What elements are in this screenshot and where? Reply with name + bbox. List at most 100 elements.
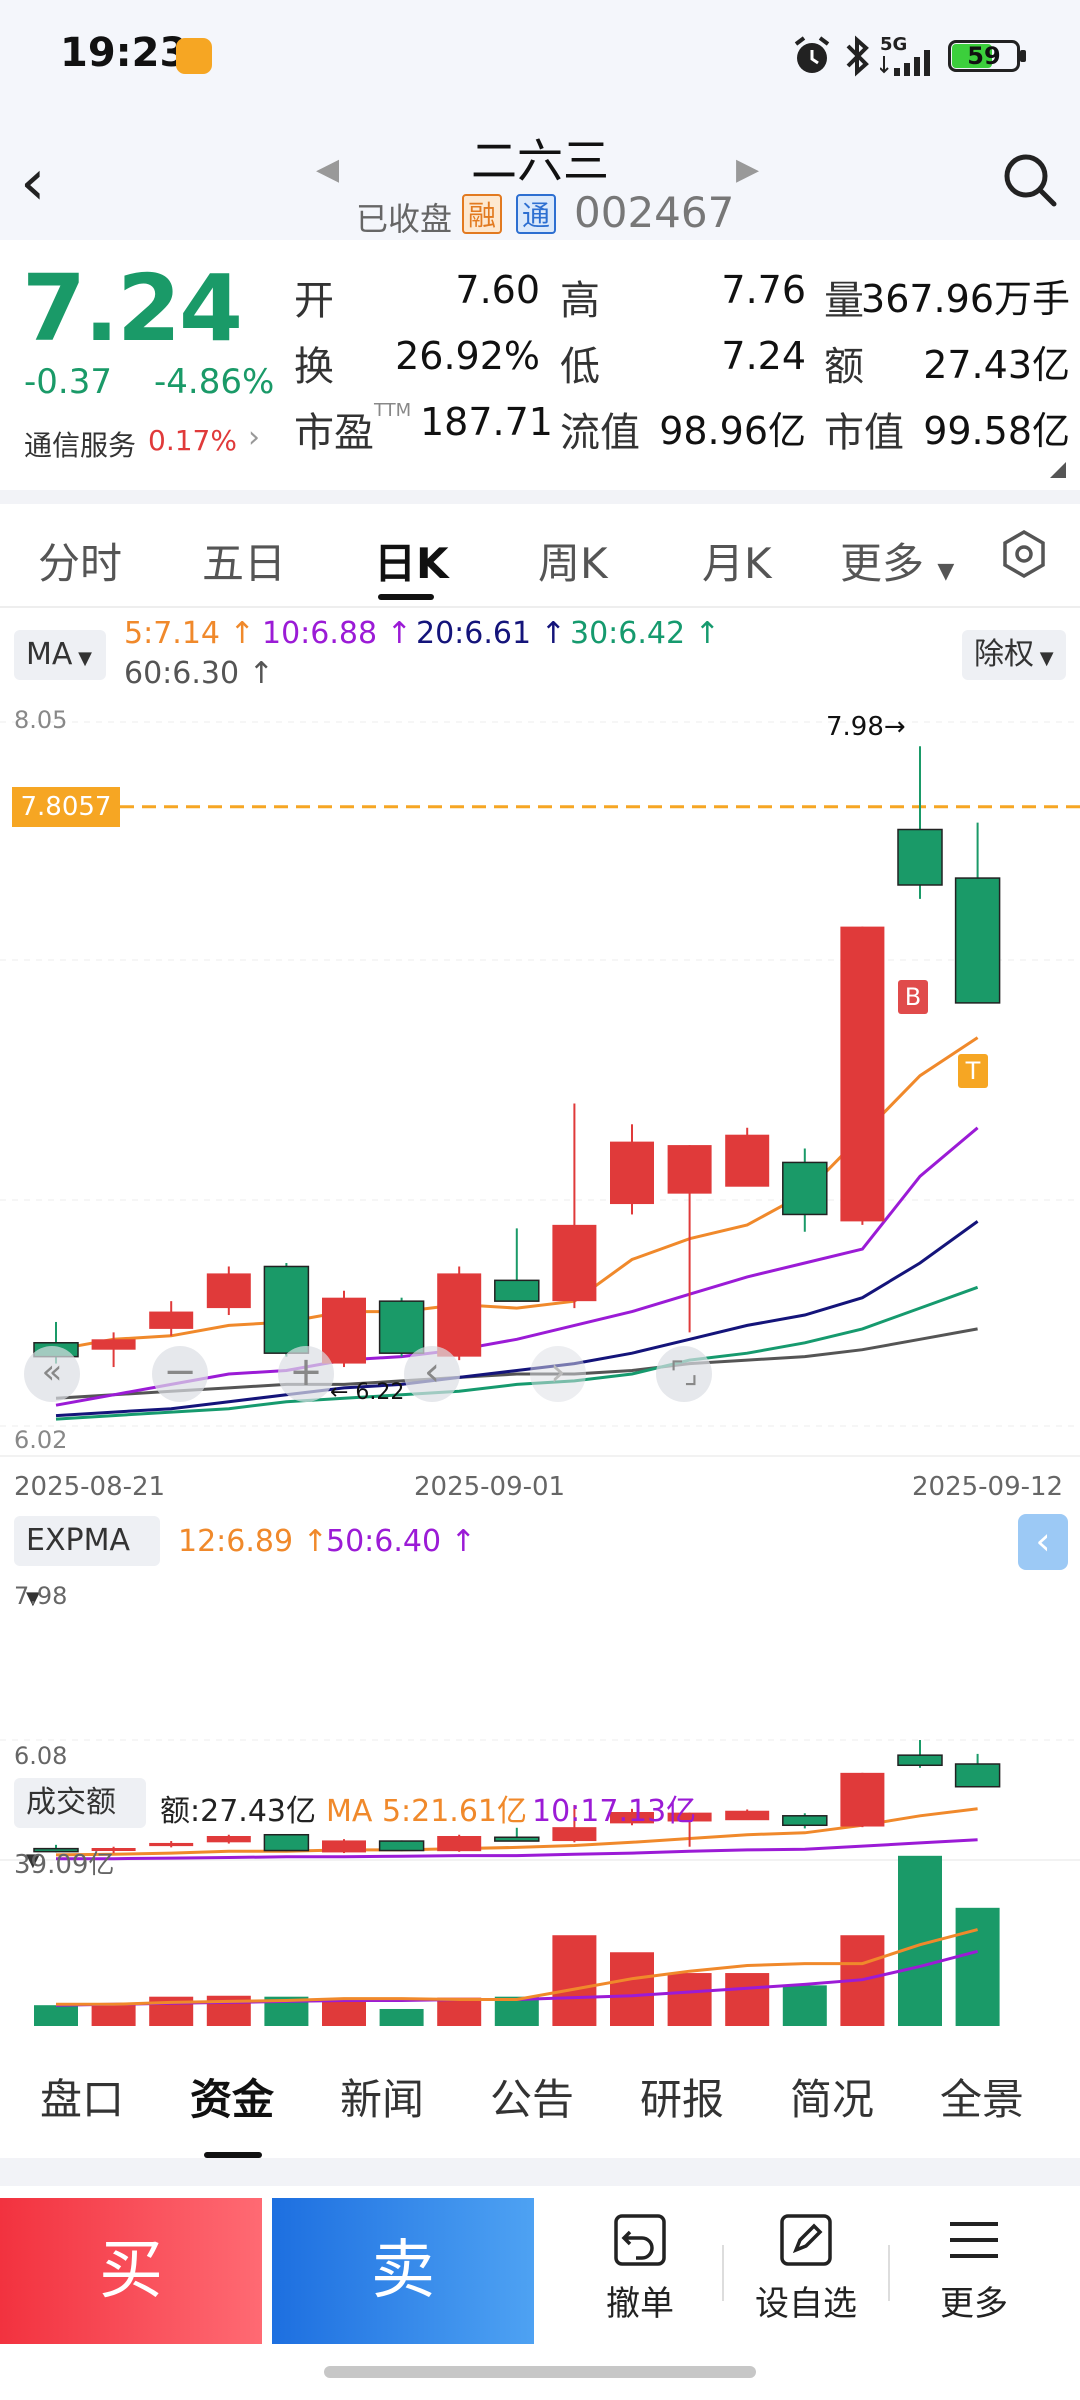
kline-y-min: 6.02 (14, 1426, 68, 1454)
collapse-panel-icon[interactable]: ‹ (1018, 1514, 1068, 1570)
zoom-out-icon[interactable]: − (152, 1346, 208, 1402)
tab-five-day[interactable]: 五日 (202, 539, 287, 588)
expma-candle-body (840, 1772, 885, 1827)
hexagon-settings-icon[interactable] (998, 528, 1050, 580)
edit-icon (780, 2214, 832, 2266)
sell-button[interactable]: 卖 (272, 2198, 534, 2344)
pe-ttm-label: TTM (374, 400, 412, 421)
expma50-line (56, 1838, 978, 1861)
divider (888, 2245, 890, 2301)
status-time: 19:23 (60, 30, 188, 76)
expma-candle-body (206, 1836, 251, 1843)
tab-profile[interactable]: 简况 (790, 2075, 875, 2124)
next-stock-icon[interactable]: ▶ (736, 152, 760, 187)
expma-candle-body (33, 1847, 79, 1853)
fullscreen-icon[interactable]: ⌜⌟ (656, 1346, 712, 1402)
tab-orderbook[interactable]: 盘口 (40, 2075, 125, 2124)
tab-active-indicator (378, 594, 434, 600)
buy-button[interactable]: 买 (0, 2198, 262, 2344)
amount-label: 额 (824, 344, 864, 390)
bluetooth-icon (846, 35, 869, 77)
volume-bar (725, 1973, 770, 2026)
sector-name[interactable]: 通信服务 (24, 429, 137, 462)
divider (0, 606, 1080, 608)
volume-bar (667, 1973, 712, 2026)
volume-bar (91, 2004, 136, 2026)
scroll-left-icon[interactable]: « (24, 1346, 80, 1402)
expma-selector[interactable]: EXPMA ▼ (14, 1516, 160, 1609)
last-price: 7.24 (22, 255, 243, 362)
buy-signal-mark[interactable]: B (898, 980, 928, 1014)
ma-selector[interactable]: MA ▼ (14, 630, 106, 680)
volume-bar (610, 1952, 654, 2026)
candle-body (552, 1224, 597, 1302)
tab-more[interactable]: 更多 ▼ (840, 539, 955, 588)
step-back-icon[interactable]: ‹ (404, 1346, 460, 1402)
tab-intraday[interactable]: 分时 (38, 539, 123, 588)
mkt-cap-value: 99.58亿 (923, 409, 1070, 453)
expand-corner-icon[interactable] (1050, 462, 1066, 478)
notification-app-icon (176, 38, 212, 74)
expma-candle-body (322, 1840, 366, 1853)
volume-bar (955, 1907, 1000, 2026)
caret-down-icon: ▼ (937, 559, 955, 584)
volume-ma10: 10:17.13亿 (532, 1794, 697, 1829)
chevron-right-icon[interactable]: › (248, 420, 260, 455)
expma-candle-body (494, 1836, 540, 1842)
high-value: 7.76 (721, 268, 806, 312)
candle-body (263, 1265, 310, 1354)
tab-daily-k[interactable]: 日K (374, 539, 449, 588)
expma-candle-body (954, 1763, 1001, 1788)
add-watchlist-button[interactable]: 设自选 (736, 2212, 876, 2325)
volume-ma5-line (56, 1928, 978, 2006)
more-actions-button[interactable]: 更多 (904, 2212, 1044, 2325)
ma10-line (55, 1126, 979, 1407)
expma-candle-body (782, 1815, 828, 1827)
volume-label: 量 (824, 278, 864, 324)
turnover-label: 换 (294, 344, 334, 390)
back-icon[interactable]: ‹ (20, 146, 46, 220)
ma10-value: 10:6.88 ↑ (262, 616, 412, 651)
volume-selector[interactable]: 成交额 ▼ (14, 1778, 146, 1871)
candle-body (378, 1300, 425, 1354)
volume-bar (494, 1996, 539, 2026)
volume-bar (437, 1997, 482, 2026)
cancel-order-label: 撤单 (606, 2284, 674, 2324)
kline-chart[interactable] (0, 700, 1080, 2040)
divider (0, 2158, 1080, 2186)
battery-percent: 59 (967, 42, 1001, 70)
cancel-order-button[interactable]: 撤单 (570, 2212, 710, 2325)
candle-body (897, 828, 943, 886)
bottom-tab-bar (0, 2040, 1080, 2160)
ma5-value: 5:7.14 ↑ (124, 616, 255, 651)
tab-weekly-k[interactable]: 周K (538, 539, 608, 588)
tab-research[interactable]: 研报 (640, 2075, 725, 2124)
pe-value: 187.71 (420, 400, 553, 444)
expma-candle-body (263, 1833, 310, 1852)
sector-change[interactable]: 0.17% (148, 424, 237, 457)
tab-funds[interactable]: 资金 (190, 2075, 275, 2124)
prev-stock-icon[interactable]: ◀ (316, 152, 340, 187)
stock-code: 002467 (574, 188, 735, 237)
undo-icon (614, 2214, 666, 2266)
add-watchlist-label: 设自选 (755, 2284, 857, 2324)
menu-icon (950, 2222, 998, 2258)
price-change: -0.37 (24, 362, 112, 402)
volume-bar (552, 1935, 597, 2026)
search-icon[interactable] (1000, 150, 1058, 208)
tab-announcements[interactable]: 公告 (490, 2075, 575, 2124)
volume-ma5: MA 5:21.61亿 (326, 1794, 528, 1829)
battery-tip (1020, 50, 1026, 62)
step-forward-icon[interactable]: › (530, 1346, 586, 1402)
t-signal-mark[interactable]: T (958, 1054, 988, 1088)
low-price-marker: ← 6.22 (330, 1380, 405, 1405)
tab-news[interactable]: 新闻 (340, 2075, 425, 2124)
expma-candle-body (610, 1812, 654, 1824)
candle-body (206, 1273, 251, 1309)
rights-adjust-selector[interactable]: 除权 ▼ (962, 630, 1066, 680)
tab-overview[interactable]: 全景 (940, 2075, 1025, 2124)
zoom-in-icon[interactable]: + (278, 1346, 334, 1402)
candle-body (667, 1145, 712, 1194)
tab-monthly-k[interactable]: 月K (702, 539, 772, 588)
divider (722, 2245, 724, 2301)
